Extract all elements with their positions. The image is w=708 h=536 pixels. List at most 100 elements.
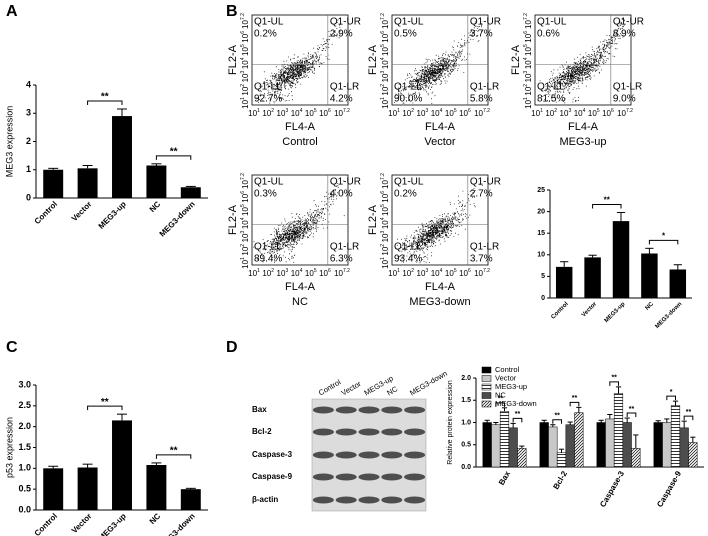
significance-bracket — [495, 402, 505, 407]
blot-band — [358, 451, 380, 459]
x-axis-label: FL4-A — [425, 121, 456, 133]
bar — [548, 426, 558, 468]
blot-band — [381, 406, 403, 414]
x-tick-label: 103 — [277, 108, 289, 118]
significance-bracket — [155, 454, 192, 459]
y-axis-label: FL2-A — [227, 204, 239, 235]
legend-label: MEG3-down — [495, 399, 537, 408]
x-axis-label: FL4-A — [285, 281, 316, 293]
y-axis-label: FL2-A — [510, 44, 522, 75]
y-tick-label: 15 — [537, 230, 545, 237]
bar — [482, 422, 492, 468]
x-tick-label: Control — [33, 512, 59, 536]
x-tick-label: 104 — [291, 108, 303, 118]
significance-label: ** — [604, 196, 611, 205]
y-axis-label: p53 expression — [4, 417, 14, 478]
quadrant-percent: 89.4% — [254, 254, 282, 265]
plot-caption: NC — [292, 296, 308, 308]
significance-label: ** — [101, 92, 109, 103]
bar — [679, 427, 689, 468]
blot-band — [381, 473, 403, 481]
quadrant-percent: 0.2% — [394, 189, 417, 200]
y-tick-label: 105 — [240, 44, 250, 56]
blot-column-label: Vector — [340, 379, 363, 398]
x-tick-label: Bcl-2 — [551, 469, 569, 491]
significance-label: ** — [554, 413, 560, 420]
blot-band — [358, 406, 380, 414]
x-tick-label: 102 — [402, 108, 414, 118]
legend-swatch — [481, 366, 492, 374]
y-tick-label: 0.0 — [461, 464, 471, 471]
bar — [43, 169, 64, 198]
blot-band — [381, 428, 403, 436]
significance-label: ** — [629, 406, 635, 413]
blot-row-label: Caspase-9 — [252, 472, 293, 481]
x-tick-label: NC — [148, 511, 163, 526]
bar — [77, 168, 98, 198]
x-tick-label: MEG3-up — [97, 199, 128, 230]
y-tick-label: 101 — [523, 97, 533, 109]
significance-bracket — [87, 100, 123, 106]
significance-label: * — [670, 389, 673, 396]
bar — [574, 412, 584, 468]
significance-bracket — [552, 419, 562, 424]
quadrant-name: Q1-UR — [470, 177, 501, 188]
x-tick-label: 104 — [574, 108, 586, 118]
x-tick-label: 105 — [305, 108, 317, 118]
x-tick-label: Vector — [581, 301, 599, 319]
plot-caption: Control — [282, 136, 317, 148]
x-tick-label: 105 — [588, 108, 600, 118]
blot-row-label: Bax — [252, 405, 267, 414]
quadrant-name: Q1-UR — [613, 17, 644, 28]
bar — [641, 253, 658, 298]
y-tick-label: 104 — [240, 217, 250, 229]
y-tick-label: 2 — [26, 136, 31, 146]
quadrant-percent: 0.5% — [394, 29, 417, 40]
bar — [539, 422, 549, 468]
significance-label: ** — [572, 395, 578, 402]
bar — [517, 448, 527, 468]
quadrant-percent: 0.3% — [254, 189, 277, 200]
x-tick-label: 101 — [388, 108, 400, 118]
bar — [77, 467, 98, 510]
y-tick-label: 107.2 — [240, 13, 250, 29]
y-tick-label: 1.0 — [18, 463, 31, 473]
x-tick-label: Bax — [497, 469, 512, 487]
y-tick-label: 103 — [523, 70, 533, 82]
bar — [688, 442, 698, 468]
y-tick-label: 0.0 — [18, 504, 31, 514]
y-axis-label: Relative protein expression — [447, 380, 454, 465]
event-cloud — [539, 19, 626, 104]
blot-band — [335, 406, 357, 414]
y-tick-label: 10 — [537, 252, 545, 259]
y-tick-label: 0 — [541, 295, 545, 302]
y-tick-label: 102 — [523, 84, 533, 96]
significance-label: ** — [101, 397, 109, 408]
panel-label: B — [226, 3, 238, 20]
significance-label: ** — [170, 446, 178, 457]
bar — [556, 452, 567, 468]
blot-column-label: MEG3-down — [408, 369, 449, 398]
y-tick-label: 4 — [26, 79, 31, 89]
quadrant-name: Q1-LL — [537, 82, 565, 93]
x-tick-label: 107.2 — [474, 108, 490, 118]
blot-row-label: Caspase-3 — [252, 450, 293, 459]
blot-band — [404, 451, 426, 459]
x-tick-label: MEG3-down — [158, 511, 197, 536]
y-axis-label: FL2-A — [367, 204, 379, 235]
y-tick-label: 2.5 — [18, 400, 31, 410]
y-tick-label: 2.0 — [18, 421, 31, 431]
panel-label: D — [226, 339, 238, 356]
y-tick-label: 107.2 — [380, 173, 390, 189]
y-tick-label: 105 — [380, 204, 390, 216]
y-tick-label: 106 — [380, 31, 390, 43]
legend-swatch — [481, 383, 492, 391]
x-tick-label: 105 — [445, 108, 457, 118]
y-tick-label: 103 — [380, 230, 390, 242]
blot-band — [358, 428, 380, 436]
significance-label: ** — [611, 375, 617, 382]
y-tick-label: 1.5 — [18, 442, 31, 452]
significance-bracket — [155, 155, 192, 160]
plot-frame — [391, 14, 489, 106]
blot-row-label: β-actin — [252, 495, 278, 504]
